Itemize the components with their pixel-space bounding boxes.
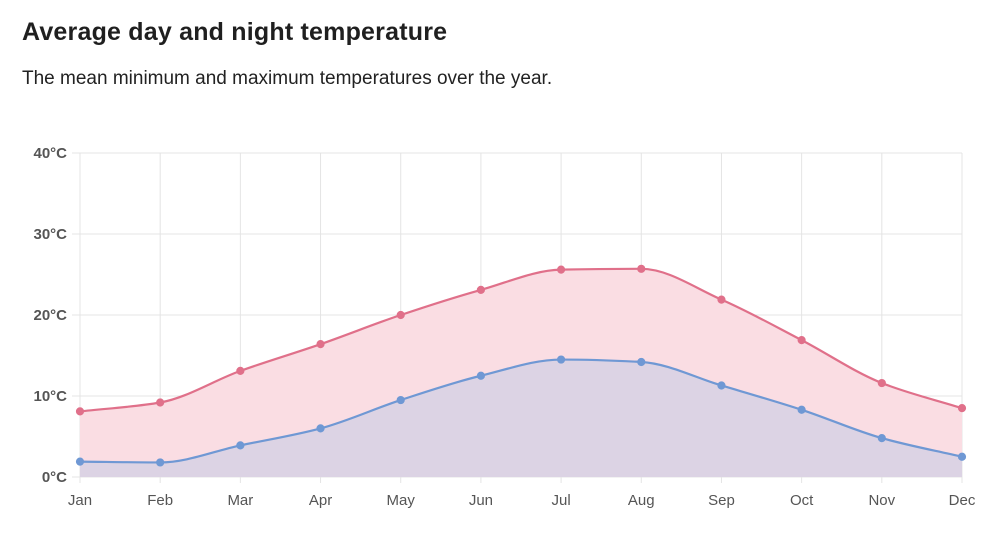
y-tick-label: 0°C <box>42 469 67 486</box>
data-point-min <box>717 381 726 390</box>
data-point-min <box>476 371 486 380</box>
x-tick-label: Oct <box>790 492 814 509</box>
y-tick-label: 20°C <box>33 307 67 324</box>
page-subtitle: The mean minimum and maximum temperature… <box>22 68 553 89</box>
x-tick-label: Feb <box>147 492 173 509</box>
data-point-min <box>797 405 806 414</box>
data-point-max <box>797 336 806 345</box>
x-tick-label: Aug <box>628 492 655 509</box>
area-layer <box>80 268 962 477</box>
data-point-min <box>75 457 85 466</box>
x-tick-label: Sep <box>708 492 735 509</box>
x-tick-label: Jan <box>68 492 92 509</box>
data-point-max <box>637 264 646 273</box>
data-point-min <box>156 458 165 467</box>
x-tick-label: Jun <box>469 492 493 509</box>
data-point-min <box>236 441 245 450</box>
data-point-min <box>637 357 646 367</box>
data-point-max <box>316 340 325 349</box>
data-point-max <box>396 310 405 320</box>
data-point-max <box>236 366 245 375</box>
data-point-max <box>156 398 165 407</box>
data-point-max <box>957 404 967 413</box>
data-point-min <box>957 452 967 461</box>
x-tick-label: Nov <box>868 492 895 509</box>
x-tick-label: May <box>387 492 416 509</box>
data-point-min <box>556 355 566 364</box>
data-point-min <box>877 434 886 443</box>
x-tick-label: Apr <box>309 492 332 509</box>
label-layer: 0°C 10°C 20°C 30°C 40°C Jan Feb Mar Apr May Jun Jul… <box>33 145 975 509</box>
page-title: Average day and night temperature <box>22 18 448 46</box>
data-point-max <box>556 265 566 274</box>
point-layer <box>75 264 967 467</box>
data-point-max <box>75 407 85 416</box>
y-tick-label: 10°C <box>33 388 67 405</box>
data-point-min <box>396 395 405 405</box>
y-tick-label: 40°C <box>33 145 67 162</box>
data-point-min <box>316 424 325 433</box>
series-area-min <box>80 359 962 477</box>
data-point-max <box>877 378 886 388</box>
data-point-max <box>476 285 486 294</box>
x-tick-label: Dec <box>949 492 976 509</box>
data-point-max <box>717 295 726 304</box>
x-tick-label: Mar <box>227 492 253 509</box>
y-tick-label: 30°C <box>33 226 67 243</box>
x-tick-label: Jul <box>551 492 570 509</box>
